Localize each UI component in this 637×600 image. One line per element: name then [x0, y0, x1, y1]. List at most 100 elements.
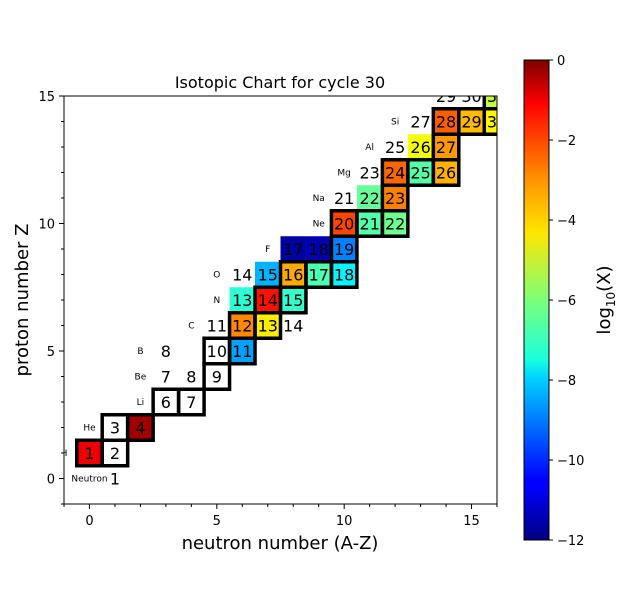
- colorbar-tick-label: 0: [557, 54, 565, 69]
- isotope-cell-12-24: [382, 159, 408, 186]
- mass-number-label: 2: [110, 444, 120, 463]
- mass-number-label: 27: [410, 113, 430, 132]
- isotope-cell-10-22: [382, 210, 408, 237]
- isotope-cell-9-17: [280, 236, 306, 262]
- mass-number-label: 30: [461, 87, 481, 106]
- mass-number-label: 25: [410, 164, 430, 183]
- isotope-cell-14-30: [484, 108, 497, 135]
- mass-number-label: 13: [258, 317, 278, 336]
- isotope-cell-5-11: [229, 338, 256, 364]
- mass-number-label: 19: [334, 240, 354, 259]
- colorbar: [523, 59, 550, 541]
- mass-number-label: 14: [258, 291, 278, 310]
- element-symbol-label: Li: [137, 398, 145, 408]
- isotope-cell-15-31: [484, 96, 497, 109]
- axes: 0 5 10 15 0 5 10 15: [38, 90, 498, 529]
- element-symbol-label: Si: [391, 118, 399, 128]
- colorbar-tick-label: −8: [557, 374, 576, 389]
- isotope-cell-6-13: [255, 312, 281, 339]
- mass-number-label: 11: [232, 342, 252, 361]
- isotope-cell-1-1: [76, 440, 103, 466]
- mass-number-label: 10: [207, 342, 227, 361]
- mass-number-label: 30: [487, 113, 507, 132]
- mass-number-label: 28: [436, 113, 456, 132]
- colorbar-label-base: log: [594, 307, 615, 334]
- isotope-cell-14-28: [433, 108, 459, 135]
- isotope-cell-8-17: [305, 261, 332, 288]
- element-symbol-label: B: [137, 347, 143, 357]
- isotope-cell-9-19: [331, 236, 357, 262]
- element-symbol-label: Mg: [337, 169, 350, 179]
- x-tick-label: 0: [85, 514, 93, 529]
- mass-number-label: 8: [161, 342, 171, 361]
- mass-number-label: 23: [385, 189, 405, 208]
- x-tick-label: 5: [213, 514, 221, 529]
- mass-number-label: 8: [186, 368, 196, 387]
- mass-number-label: 22: [385, 215, 405, 234]
- colorbar-tick-label: −4: [557, 214, 576, 229]
- element-symbol-label: Be: [135, 373, 147, 383]
- y-tick-label: 0: [47, 473, 55, 488]
- mass-number-label: 13: [232, 291, 252, 310]
- mass-number-label: 26: [436, 164, 456, 183]
- mass-number-label: 6: [161, 393, 171, 412]
- x-axis-label: neutron number (A-Z): [182, 533, 379, 554]
- isotope-cell-11-22: [356, 185, 383, 211]
- mass-number-label: 15: [283, 291, 303, 310]
- element-symbol-label: H: [61, 449, 68, 459]
- mass-number-label: 16: [283, 266, 303, 285]
- x-tick-label: 15: [463, 514, 480, 529]
- isotope-cell-12-25: [407, 159, 434, 186]
- colorbar-axis: 0 −2 −4 −6 −8 −10 −12: [549, 54, 584, 549]
- element-symbol-label: Al: [365, 143, 374, 153]
- isotope-cell-13-26: [407, 134, 434, 160]
- mass-number-label: 11: [207, 317, 227, 336]
- isotope-cell-7-15: [280, 287, 306, 313]
- isotope-cell-6-12: [229, 312, 256, 339]
- element-symbol-label: Ne: [313, 220, 326, 230]
- stable-isotope-outline-3-7: [176, 387, 206, 417]
- mass-number-label: 14: [232, 266, 252, 285]
- mass-number-label: 23: [359, 164, 379, 183]
- colorbar-tick-label: −2: [557, 134, 576, 149]
- mass-number-label: 25: [385, 138, 405, 157]
- mass-number-label: 27: [436, 138, 456, 157]
- isotope-cell-7-13: [229, 287, 256, 313]
- element-symbol-label: He: [83, 424, 96, 434]
- mass-number-label: 1: [84, 444, 94, 463]
- isotope-cell-7-14: [255, 287, 281, 313]
- element-symbol-label: O: [213, 271, 220, 281]
- mass-number-label: 7: [161, 368, 171, 387]
- x-tick-label: 10: [336, 514, 353, 529]
- isotope-cell-11-23: [382, 185, 408, 211]
- mass-number-label: 29: [461, 113, 481, 132]
- isotope-cell-2-4: [127, 414, 154, 441]
- colorbar-tick-label: −10: [557, 454, 584, 469]
- element-symbol-label: F: [265, 245, 270, 255]
- mass-number-label: 18: [309, 240, 329, 259]
- isotope-cell-8-15: [255, 261, 281, 288]
- element-symbol-label: Na: [313, 194, 325, 204]
- mass-number-label: 17: [309, 266, 329, 285]
- isotope-cell-10-20: [331, 210, 357, 237]
- mass-number-label: 21: [359, 215, 379, 234]
- mass-number-label: 18: [334, 266, 354, 285]
- mass-number-label: 22: [359, 189, 379, 208]
- colorbar-tick-label: −12: [557, 534, 584, 549]
- isotope-cell-12-26: [433, 159, 459, 186]
- colorbar-tick-label: −6: [557, 294, 576, 309]
- mass-number-label: 9: [212, 368, 222, 387]
- mass-number-label: 21: [334, 189, 354, 208]
- mass-number-label: 17: [283, 240, 303, 259]
- mass-number-label: 20: [334, 215, 354, 234]
- y-axis-label: proton number Z: [12, 224, 33, 377]
- stable-isotope-outline-14-30: [482, 107, 497, 136]
- isotope-cell-10-21: [356, 210, 383, 237]
- colorbar-label: log10(X): [594, 265, 618, 334]
- chart-title: Isotopic Chart for cycle 30: [175, 73, 385, 92]
- mass-number-label: 31: [487, 87, 507, 106]
- colorbar-label-tail: (X): [594, 265, 615, 291]
- mass-number-label: 29: [436, 87, 456, 106]
- mass-number-label: 15: [258, 266, 278, 285]
